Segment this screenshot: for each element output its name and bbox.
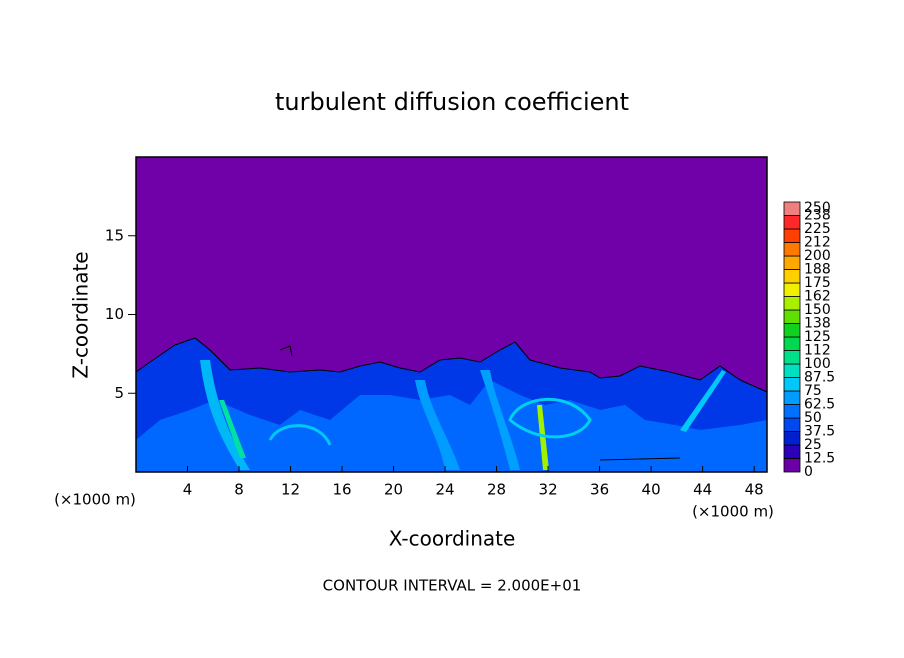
colorbar-box [783,404,801,419]
colorbar-box [783,458,801,473]
colorbar-box [783,444,801,459]
x-tick-label: 16 [332,481,351,499]
colorbar-label: 25 [804,437,822,453]
x-axis-label: X-coordinate [389,527,516,551]
colorbar-label: 150 [804,302,831,318]
colorbar-box [783,417,801,432]
x-tick-label: 24 [436,481,455,499]
footer: CONTOUR INTERVAL = 2.000E+01 [323,577,582,595]
colorbar-label: 0 [804,464,813,480]
colorbar-box [783,336,801,351]
colorbar-label: 37.5 [804,424,835,440]
x-tick-label: 4 [183,481,193,499]
x-tick-label: 12 [281,481,300,499]
colorbar-box [783,309,801,324]
colorbar-box [783,242,801,257]
colorbar-box [783,363,801,378]
colorbar-label: 175 [804,275,831,291]
colorbar-label: 87.5 [804,370,835,386]
colorbar-box [783,390,801,405]
contour-field [135,157,768,472]
colorbar-box [783,296,801,311]
x-tick-label: 8 [234,481,244,499]
colorbar-label: 162 [804,289,831,305]
colorbar-box [783,255,801,270]
colorbar-box [783,431,801,446]
x-tick-label: 40 [642,481,661,499]
colorbar-label: 200 [804,248,831,264]
colorbar-label: 100 [804,356,831,372]
colorbar-label: 125 [804,329,831,345]
colorbar-box [783,228,801,243]
x-tick-label: 44 [693,481,712,499]
x-unit-label: (×1000 m) [692,503,774,521]
y-axis-label: Z-coordinate [69,251,93,378]
colorbar-box [783,377,801,392]
x-tick-label: 32 [539,481,558,499]
y-unit-label: (×1000 m) [54,491,136,509]
colorbar-box [783,269,801,284]
colorbar-box [783,350,801,365]
colorbar-box [783,282,801,297]
colorbar-label: 50 [804,410,822,426]
colorbar-label: 225 [804,221,831,237]
colorbar-label: 250 [804,200,831,216]
x-tick-label: 48 [745,481,764,499]
colorbar-box [783,215,801,230]
colorbar-label: 138 [804,316,831,332]
colorbar-box [783,201,801,216]
x-tick-label: 36 [590,481,609,499]
colorbar-label: 238 [804,208,831,224]
colorbar-label: 188 [804,262,831,278]
y-tick-label: 10 [105,305,124,323]
colorbar-box [783,323,801,338]
colorbar-label: 12.5 [804,451,835,467]
y-tick-label: 5 [114,384,124,402]
chart-title: turbulent diffusion coefficient [275,88,629,116]
colorbar-label: 212 [804,235,831,251]
colorbar-label: 112 [804,343,831,359]
x-tick-label: 20 [384,481,403,499]
x-tick-label: 28 [487,481,506,499]
colorbar-label: 62.5 [804,397,835,413]
colorbar-label: 75 [804,383,822,399]
y-tick-label: 15 [105,226,124,244]
